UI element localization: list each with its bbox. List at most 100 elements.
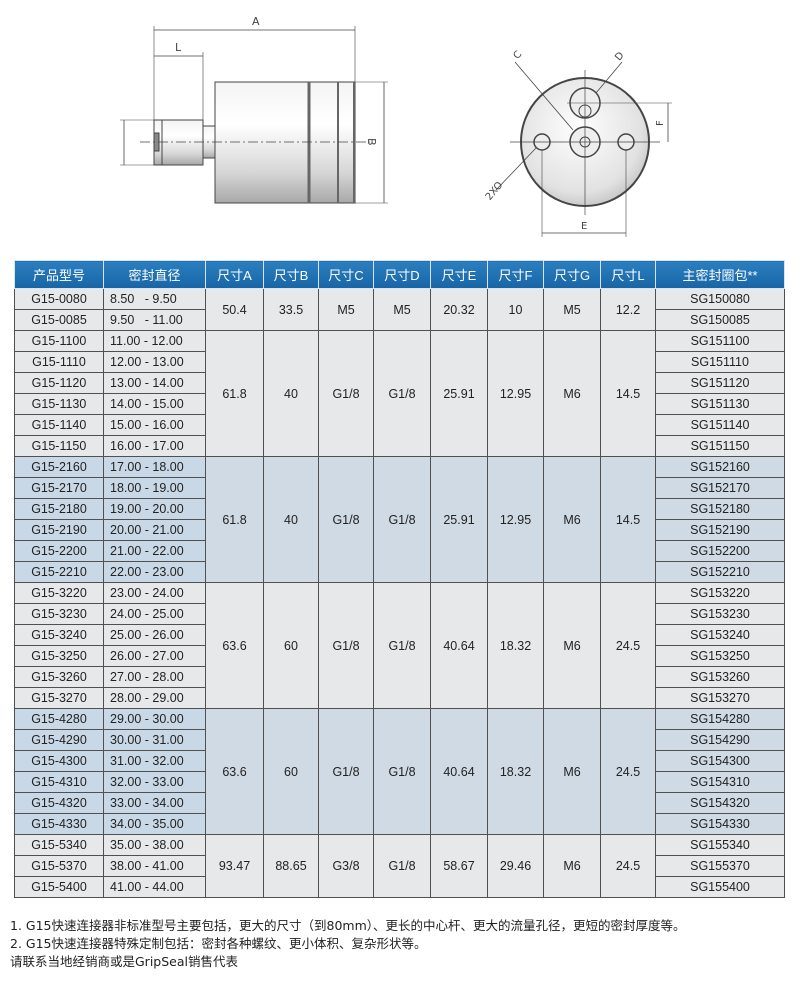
dimension-e-cell: 58.67	[430, 834, 488, 898]
contact-note: 请联系当地经销商或是GripSeal销售代表	[10, 954, 238, 969]
table-row: G15-1130 14.00 - 15.00 SG151130	[14, 393, 785, 415]
table-row: G15-5340 35.00 - 38.00 93.47 88.65 G3/8 G1/8 5…	[14, 834, 785, 898]
model-cell: G15-1100	[14, 330, 104, 352]
model-cell: G15-1120	[14, 372, 104, 394]
seal-diameter-cell: 18.00 - 19.00	[103, 477, 206, 499]
seal-kit-cell: SG150085	[655, 309, 785, 331]
seal-diameter-cell: 20.00 - 21.00	[103, 519, 206, 541]
seal-diameter-cell: 31.00 - 32.00	[103, 750, 206, 772]
seal-kit-cell: SG155340	[655, 834, 785, 856]
model-cell: G15-3230	[14, 603, 104, 625]
dimension-a-cell: 93.47	[205, 834, 264, 898]
column-header: 尺寸A	[205, 260, 264, 289]
table-row: G15-0080 8.50 - 9.50 50.4 33.5 M5 M5 20.32 10 M5…	[14, 288, 785, 331]
model-cell: G15-3260	[14, 666, 104, 688]
dimension-c-cell: G1/8	[318, 708, 374, 835]
table-row: G15-2160 17.00 - 18.00 61.8 40 G1/8 G1/8 25.91…	[14, 456, 785, 583]
dimension-e-cell: 40.64	[430, 582, 488, 709]
model-cell: G15-4300	[14, 750, 104, 772]
dimension-l-cell: 24.5	[600, 582, 656, 709]
column-header: 尺寸E	[430, 260, 488, 289]
dimension-f-cell: 12.95	[487, 330, 544, 457]
seal-kit-cell: SG154280	[655, 708, 785, 730]
model-cell: G15-2200	[14, 540, 104, 562]
dimension-e-cell: 40.64	[430, 708, 488, 835]
model-cell: G15-1130	[14, 393, 104, 415]
dimension-a-cell: 50.4	[205, 288, 264, 331]
seal-diameter-cell: 33.00 - 34.00	[103, 792, 206, 814]
seal-kit-cell: SG153260	[655, 666, 785, 688]
seal-diameter-cell: 35.00 - 38.00	[103, 834, 206, 856]
model-cell: G15-1150	[14, 435, 104, 457]
model-cell: G15-1110	[14, 351, 104, 373]
seal-kit-cell: SG152170	[655, 477, 785, 499]
seal-diameter-cell: 29.00 - 30.00	[103, 708, 206, 730]
seal-kit-cell: SG154310	[655, 771, 785, 793]
table-row: G15-4300 31.00 - 32.00 SG154300	[14, 750, 785, 772]
dimension-a-cell: 63.6	[205, 708, 264, 835]
model-cell: G15-1140	[14, 414, 104, 436]
seal-kit-cell: SG154290	[655, 729, 785, 751]
dimension-b-cell: 60	[263, 708, 319, 835]
table-row: G15-4280 29.00 - 30.00 63.6 60 G1/8 G1/8 40.64…	[14, 708, 785, 835]
dimension-e-cell: 25.91	[430, 456, 488, 583]
seal-diameter-cell: 9.50 - 11.00	[103, 309, 206, 331]
dimension-f-cell: 10	[487, 288, 544, 331]
seal-kit-cell: SG155370	[655, 855, 785, 877]
note-2: 2. G15快速连接器特殊定制包括：密封各种螺纹、更小体积、复杂形状等。	[10, 936, 427, 951]
dimension-label-b: B	[365, 138, 378, 146]
seal-kit-cell: SG153220	[655, 582, 785, 604]
model-cell: G15-2160	[14, 456, 104, 478]
seal-diameter-cell: 11.00 - 12.00	[103, 330, 206, 352]
seal-diameter-cell: 15.00 - 16.00	[103, 414, 206, 436]
dimension-f-cell: 18.32	[487, 708, 544, 835]
dimension-b-cell: 40	[263, 456, 319, 583]
seal-diameter-cell: 17.00 - 18.00	[103, 456, 206, 478]
model-cell: G15-5370	[14, 855, 104, 877]
model-cell: G15-5340	[14, 834, 104, 856]
table-row: G15-1140 15.00 - 16.00 SG151140	[14, 414, 785, 436]
seal-diameter-cell: 13.00 - 14.00	[103, 372, 206, 394]
dimension-b-cell: 60	[263, 582, 319, 709]
model-cell: G15-2190	[14, 519, 104, 541]
table-row: G15-5400 41.00 - 44.00 SG155400	[14, 876, 785, 898]
seal-diameter-cell: 23.00 - 24.00	[103, 582, 206, 604]
dimension-label-d: D	[613, 50, 627, 63]
seal-diameter-cell: 14.00 - 15.00	[103, 393, 206, 415]
column-header: 尺寸G	[543, 260, 601, 289]
model-cell: G15-0080	[14, 288, 104, 310]
dimension-l-cell: 14.5	[600, 330, 656, 457]
dimension-label-f: F	[655, 120, 666, 126]
dimension-g-cell: M5	[543, 288, 601, 331]
model-cell: G15-5400	[14, 876, 104, 898]
footnotes: 1. G15快速连接器非标准型号主要包括，更大的尺寸（到80mm）、更长的中心杆…	[10, 917, 686, 971]
table-row: G15-1100 11.00 - 12.00 61.8 40 G1/8 G1/8 25.91…	[14, 330, 785, 457]
dimension-g-cell: M6	[543, 582, 601, 709]
seal-kit-cell: SG154300	[655, 750, 785, 772]
column-header: 尺寸F	[487, 260, 544, 289]
dimension-d-cell: G1/8	[373, 330, 431, 457]
table-row: G15-1110 12.00 - 13.00 SG151110	[14, 351, 785, 373]
seal-kit-cell: SG153270	[655, 687, 785, 709]
dimension-label-c: C	[511, 49, 524, 61]
dimension-label-e: E	[581, 221, 587, 232]
dimension-b-cell: 33.5	[263, 288, 319, 331]
dimension-g-cell: M6	[543, 834, 601, 898]
seal-kit-cell: SG151100	[655, 330, 785, 352]
dimension-e-cell: 25.91	[430, 330, 488, 457]
table-row: G15-2170 18.00 - 19.00 SG152170	[14, 477, 785, 499]
seal-diameter-cell: 21.00 - 22.00	[103, 540, 206, 562]
seal-diameter-cell: 34.00 - 35.00	[103, 813, 206, 835]
dimension-c-cell: M5	[318, 288, 374, 331]
model-cell: G15-3240	[14, 624, 104, 646]
table-row: G15-3230 24.00 - 25.00 SG153230	[14, 603, 785, 625]
dimension-f-cell: 12.95	[487, 456, 544, 583]
seal-kit-cell: SG152190	[655, 519, 785, 541]
column-header: 主密封圈包**	[655, 260, 785, 289]
seal-diameter-cell: 24.00 - 25.00	[103, 603, 206, 625]
table-row: G15-2190 20.00 - 21.00 SG152190	[14, 519, 785, 541]
model-cell: G15-4310	[14, 771, 104, 793]
dimension-c-cell: G1/8	[318, 582, 374, 709]
column-header: 密封直径	[103, 260, 206, 289]
dimension-f-cell: 18.32	[487, 582, 544, 709]
